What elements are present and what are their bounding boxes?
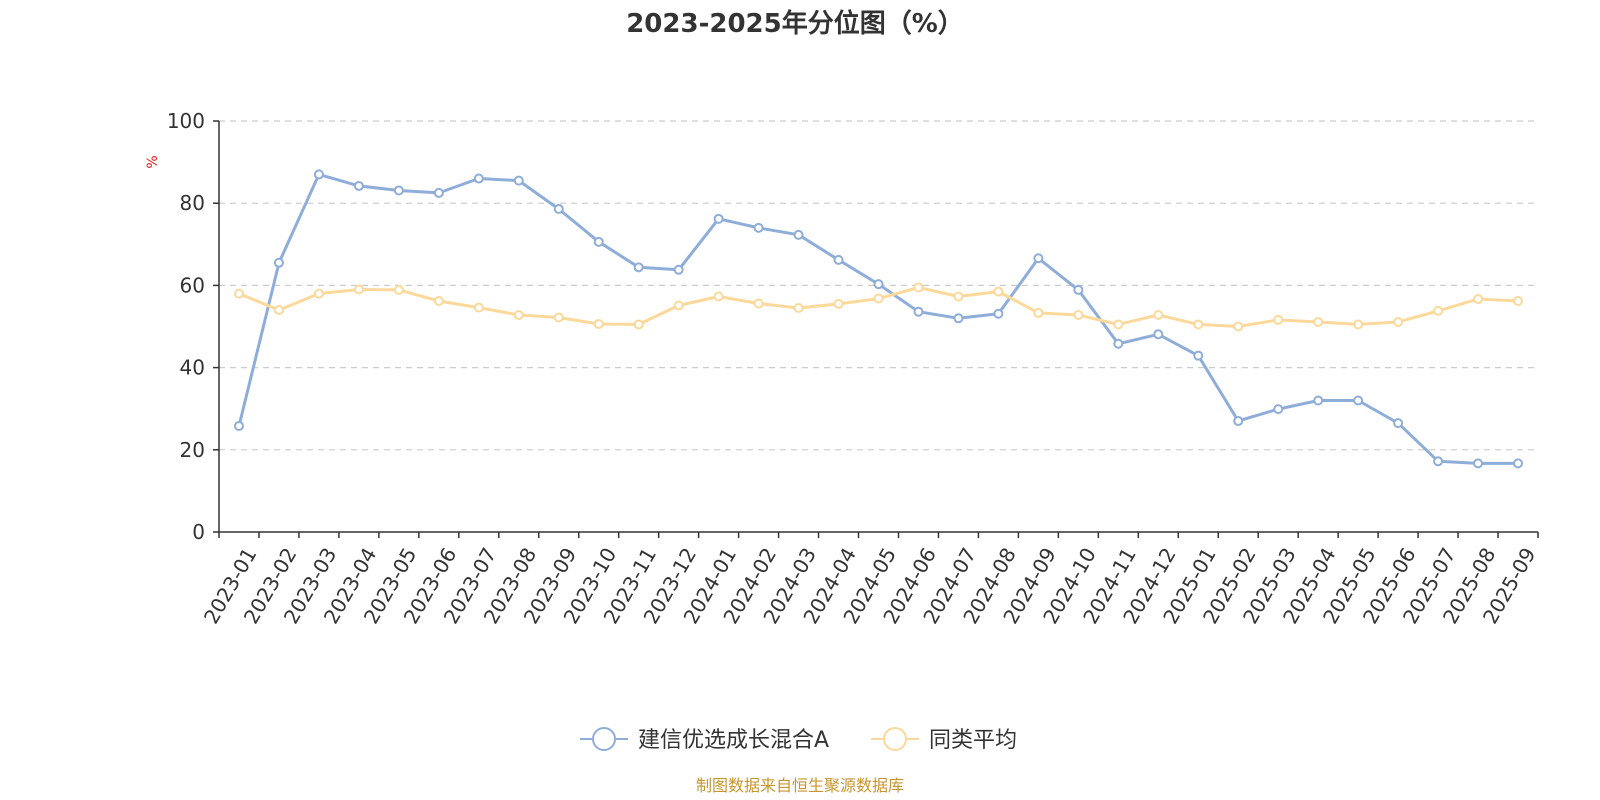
data-point xyxy=(1193,350,1204,361)
data-point xyxy=(233,288,244,299)
data-point xyxy=(313,169,324,180)
data-point xyxy=(1113,338,1124,349)
y-tick-label: 80 xyxy=(180,191,205,215)
data-point xyxy=(673,264,684,275)
data-point xyxy=(1393,418,1404,429)
legend-label: 同类平均 xyxy=(929,728,1017,753)
data-point xyxy=(273,257,284,268)
data-point xyxy=(633,262,644,273)
data-point xyxy=(713,213,724,224)
series-2 xyxy=(233,282,1524,332)
data-point xyxy=(753,222,764,233)
series-1 xyxy=(233,169,1524,469)
data-point xyxy=(313,288,324,299)
data-point xyxy=(913,306,924,317)
data-point xyxy=(1073,309,1084,320)
data-point xyxy=(873,279,884,290)
data-point xyxy=(1153,329,1164,340)
data-point xyxy=(1433,305,1444,316)
data-point xyxy=(753,298,764,309)
data-point xyxy=(1233,416,1244,427)
legend-item[interactable]: 同类平均 xyxy=(871,727,1017,753)
data-point xyxy=(593,319,604,330)
y-tick-label: 0 xyxy=(192,520,205,544)
legend-item[interactable]: 建信优选成长混合A xyxy=(580,727,829,753)
data-point xyxy=(993,308,1004,319)
data-point xyxy=(1273,404,1284,415)
data-point xyxy=(1433,456,1444,467)
series xyxy=(233,169,1524,469)
data-point xyxy=(593,236,604,247)
data-point xyxy=(513,175,524,186)
data-point xyxy=(1073,284,1084,295)
data-point xyxy=(1313,316,1324,327)
data-point xyxy=(793,229,804,240)
data-point xyxy=(433,296,444,307)
legend[interactable]: 建信优选成长混合A 同类平均 xyxy=(580,727,1017,753)
data-point xyxy=(1473,293,1484,304)
data-point xyxy=(513,309,524,320)
data-point xyxy=(1393,316,1404,327)
data-point xyxy=(433,187,444,198)
chart-title: 2023-2025年分位图（%） xyxy=(626,8,964,39)
data-point xyxy=(873,293,884,304)
data-point xyxy=(633,319,644,330)
data-point xyxy=(393,185,404,196)
data-point xyxy=(393,284,404,295)
data-point xyxy=(473,302,484,313)
data-point xyxy=(273,305,284,316)
data-point xyxy=(1513,458,1524,469)
data-point xyxy=(1353,395,1364,406)
data-point xyxy=(953,291,964,302)
data-point xyxy=(913,282,924,293)
data-point xyxy=(1353,319,1364,330)
data-source-note: 制图数据来自恒生聚源数据库 xyxy=(696,776,904,795)
data-point xyxy=(1473,458,1484,469)
data-point xyxy=(953,313,964,324)
y-tick-label: 20 xyxy=(180,438,205,462)
data-point xyxy=(553,312,564,323)
series-line xyxy=(238,286,1519,328)
data-point xyxy=(993,286,1004,297)
data-point xyxy=(1033,253,1044,264)
data-point xyxy=(473,173,484,184)
y-tick-label: 40 xyxy=(180,356,205,380)
y-axis-unit: % xyxy=(145,155,161,168)
legend-label: 建信优选成长混合A xyxy=(638,728,829,753)
data-point xyxy=(553,203,564,214)
data-point xyxy=(1033,307,1044,318)
data-point xyxy=(833,298,844,309)
data-point xyxy=(353,284,364,295)
data-point xyxy=(1313,395,1324,406)
data-point xyxy=(1193,319,1204,330)
data-point xyxy=(1113,319,1124,330)
data-point xyxy=(1273,314,1284,325)
data-point xyxy=(233,420,244,431)
y-tick-label: 100 xyxy=(167,109,205,133)
series-line xyxy=(237,172,1518,465)
data-point xyxy=(1513,296,1524,307)
y-tick-label: 60 xyxy=(180,273,205,297)
data-point xyxy=(833,254,844,265)
data-point xyxy=(713,291,724,302)
data-point xyxy=(353,180,364,191)
legend-marker xyxy=(883,727,907,751)
legend-marker xyxy=(592,727,616,751)
data-point xyxy=(1233,321,1244,332)
data-point xyxy=(793,303,804,314)
data-point xyxy=(1153,309,1164,320)
data-point xyxy=(673,300,684,311)
